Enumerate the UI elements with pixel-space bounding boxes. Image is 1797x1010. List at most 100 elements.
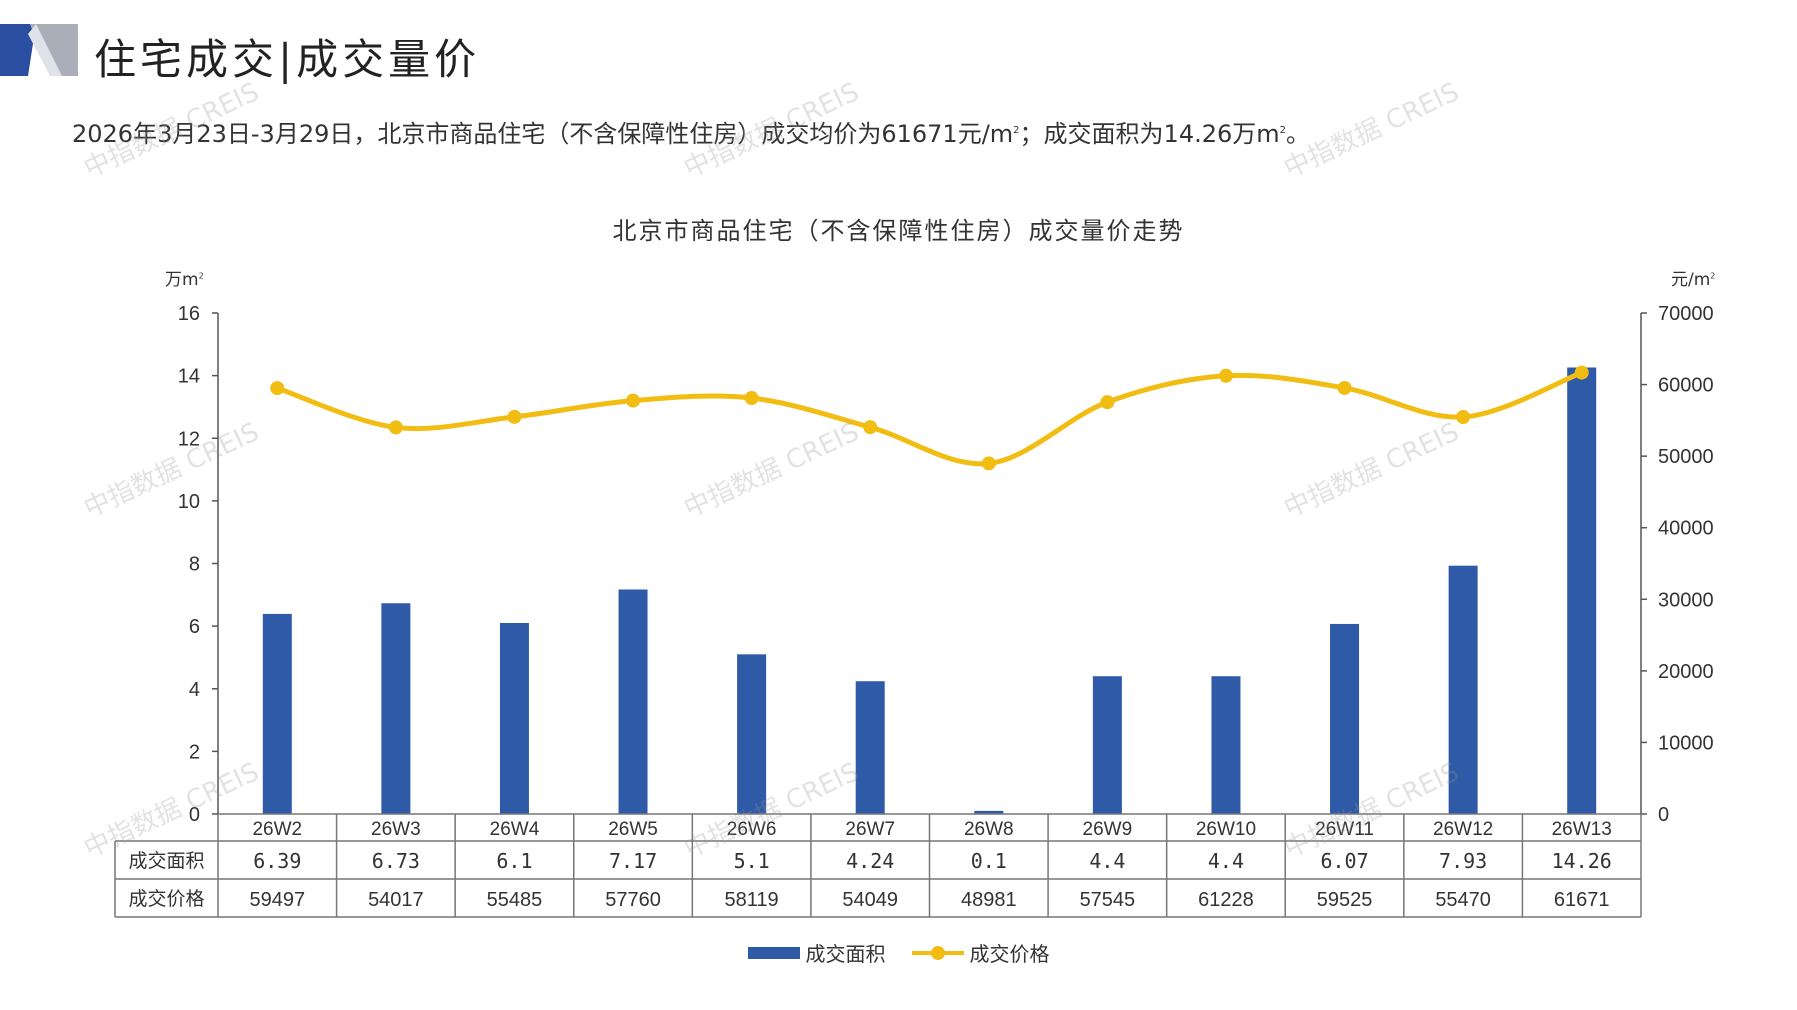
- price-point-26w12: [1456, 409, 1471, 424]
- price-point-26w6: [744, 391, 759, 406]
- left-axis-tick-label: 10: [178, 491, 200, 513]
- table-cell-area: 0.1: [971, 849, 1007, 873]
- legend-line-swatch: [911, 945, 964, 960]
- table-cell-area: 6.39: [253, 849, 301, 873]
- table-cell-area: 4.24: [846, 849, 894, 873]
- table-cell-price: 58119: [725, 889, 779, 911]
- right-axis-tick-label: 70000: [1658, 303, 1714, 325]
- left-axis-unit-text: 万m: [165, 270, 199, 290]
- table-row-header-price: 成交价格: [128, 888, 204, 910]
- bar-26w6: [737, 654, 767, 814]
- price-point-26w7: [863, 420, 878, 435]
- price-point-26w2: [270, 381, 285, 396]
- table-cell-area: 4.4: [1089, 849, 1125, 873]
- left-axis-tick-label: 16: [178, 303, 200, 325]
- price-point-26w13: [1574, 365, 1589, 380]
- right-axis-tick-label: 60000: [1658, 375, 1714, 397]
- table-cell-area: 6.73: [372, 849, 420, 873]
- bar-26w9: [1092, 676, 1122, 814]
- price-point-26w3: [388, 420, 403, 435]
- table-cell-price: 61228: [1198, 889, 1254, 911]
- bar-26w12: [1448, 565, 1478, 814]
- left-axis-unit-sup: 2: [198, 271, 204, 281]
- price-point-26w10: [1218, 368, 1233, 383]
- price-point-26w4: [507, 409, 522, 424]
- bar-26w7: [855, 681, 885, 814]
- table-cell-area: 4.4: [1208, 849, 1244, 873]
- table-cell-area: 6.07: [1320, 849, 1368, 873]
- table-cell-price: 55485: [487, 889, 543, 911]
- left-axis-tick-label: 2: [189, 741, 200, 763]
- right-axis-unit-text: 元/m: [1671, 270, 1711, 290]
- summary-text-mid: ；成交面积为14.26万m: [1019, 120, 1280, 148]
- table-cell-area: 7.93: [1439, 849, 1487, 873]
- table-row-header-area: 成交面积: [128, 850, 204, 872]
- legend-label-area: 成交面积: [805, 942, 886, 966]
- bar-26w5: [618, 589, 648, 814]
- category-label: 26W6: [727, 819, 777, 840]
- legend-bar-swatch: [747, 946, 800, 959]
- category-label: 26W2: [252, 819, 302, 840]
- left-axis-tick-label: 4: [189, 679, 200, 701]
- legend-item-price: 成交价格: [911, 938, 1050, 967]
- summary-text-after: 。: [1286, 120, 1311, 148]
- bar-26w13: [1567, 367, 1597, 814]
- table-cell-area: 7.17: [609, 849, 657, 873]
- category-label: 26W11: [1315, 819, 1374, 840]
- right-axis-unit: 元/m2: [1671, 265, 1715, 290]
- left-axis-unit: 万m2: [165, 265, 204, 290]
- right-axis-tick-label: 10000: [1658, 732, 1714, 754]
- left-axis-tick-label: 8: [189, 554, 200, 576]
- legend-item-area: 成交面积: [747, 938, 886, 967]
- summary-text-before: 2026年3月23日-3月29日，北京市商品住宅（不含保障性住房）成交均价为61…: [72, 120, 1014, 148]
- category-label: 26W4: [490, 819, 540, 840]
- category-label: 26W5: [608, 819, 658, 840]
- legend-label-price: 成交价格: [969, 942, 1050, 966]
- category-label: 26W9: [1083, 819, 1133, 840]
- table-cell-price: 54017: [368, 889, 424, 911]
- right-axis-tick-label: 30000: [1658, 589, 1714, 611]
- summary-sup-1: 2: [1013, 125, 1020, 136]
- right-axis-tick-label: 50000: [1658, 446, 1714, 468]
- price-point-26w8: [981, 456, 996, 471]
- category-label: 26W7: [845, 819, 895, 840]
- table-cell-price: 54049: [842, 889, 898, 911]
- left-axis-tick-label: 0: [189, 804, 200, 826]
- page-title: 住宅成交|成交量价: [94, 35, 481, 84]
- category-label: 26W8: [964, 819, 1014, 840]
- category-label: 26W12: [1433, 819, 1493, 840]
- right-axis-unit-sup: 2: [1710, 271, 1716, 281]
- bar-26w3: [381, 603, 411, 814]
- chart-legend: 成交面积 成交价格: [0, 938, 1797, 967]
- bar-26w8: [974, 810, 1004, 814]
- table-cell-area: 6.1: [496, 849, 532, 873]
- table-cell-price: 57545: [1080, 889, 1136, 911]
- left-axis-tick-label: 14: [178, 366, 200, 388]
- right-axis-tick-label: 20000: [1658, 661, 1714, 683]
- table-cell-price: 61671: [1554, 889, 1610, 911]
- category-label: 26W10: [1196, 819, 1256, 840]
- header-logo-icon: [0, 24, 78, 76]
- bar-26w4: [499, 622, 529, 814]
- left-axis-tick-label: 12: [178, 428, 200, 450]
- price-point-26w9: [1100, 395, 1115, 410]
- table-cell-price: 59525: [1317, 889, 1373, 911]
- table-cell-price: 55470: [1435, 889, 1491, 911]
- table-cell-price: 59497: [249, 889, 305, 911]
- category-label: 26W3: [371, 819, 421, 840]
- table-cell-area: 5.1: [734, 849, 770, 873]
- category-label: 26W13: [1552, 819, 1612, 840]
- price-line: [276, 370, 1583, 467]
- table-cell-area: 14.26: [1552, 849, 1612, 873]
- right-axis-tick-label: 40000: [1658, 518, 1714, 540]
- left-axis-tick-label: 6: [189, 616, 200, 638]
- bar-26w10: [1211, 676, 1241, 814]
- right-axis-tick-label: 0: [1658, 804, 1669, 826]
- summary-text: 2026年3月23日-3月29日，北京市商品住宅（不含保障性住房）成交均价为61…: [72, 114, 1310, 149]
- bar-26w11: [1330, 623, 1360, 814]
- table-cell-price: 48981: [961, 889, 1017, 911]
- price-point-26w5: [626, 393, 641, 408]
- price-point-26w11: [1337, 380, 1352, 395]
- slide-header: 住宅成交|成交量价: [0, 20, 1797, 84]
